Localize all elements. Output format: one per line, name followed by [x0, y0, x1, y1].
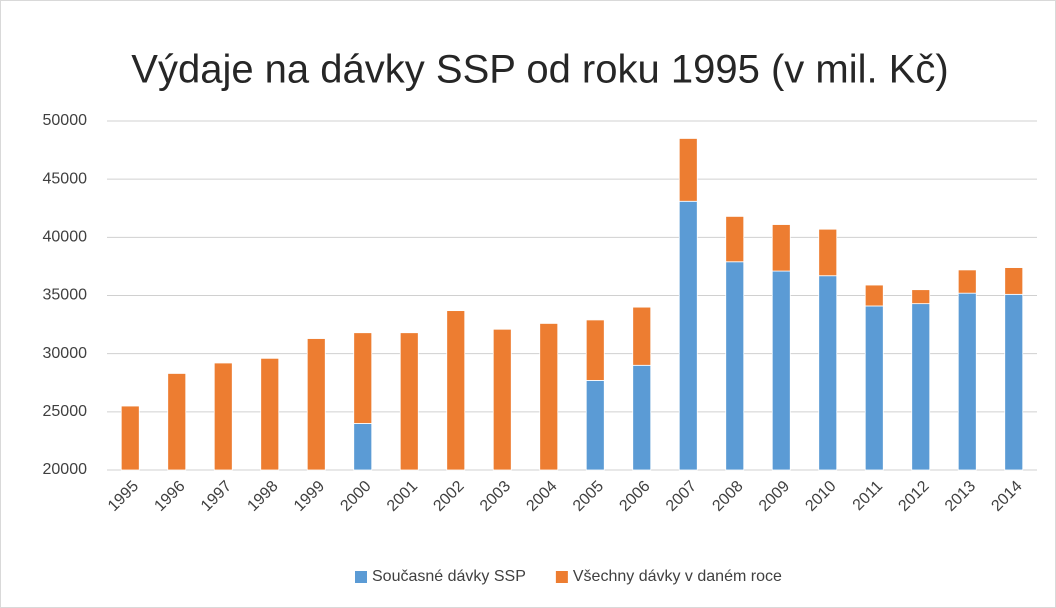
- y-tick-label: 40000: [43, 229, 88, 246]
- bar-segment: [771, 270, 791, 471]
- bar-segment: [725, 215, 745, 263]
- y-tick-label: 35000: [43, 287, 88, 304]
- bar-segment: [492, 328, 512, 471]
- bar-segment: [213, 362, 233, 471]
- bar-segment: [911, 303, 931, 471]
- bar-segment: [818, 228, 838, 277]
- bar-segment: [446, 310, 466, 471]
- legend-label: Všechny dávky v daném roce: [573, 568, 782, 585]
- bar-segment: [1004, 293, 1024, 471]
- bar-segment: [957, 292, 977, 471]
- bar-segment: [120, 405, 140, 471]
- bar-segment: [632, 364, 652, 471]
- bar-segment: [957, 269, 977, 294]
- y-tick-label: 25000: [43, 403, 88, 420]
- bar-segment: [911, 289, 931, 305]
- bar-segment: [771, 224, 791, 272]
- bar-segment: [864, 305, 884, 471]
- chart-title: Výdaje na dávky SSP od roku 1995 (v mil.…: [131, 48, 948, 92]
- bar-segment: [632, 306, 652, 366]
- bar-segment: [1004, 267, 1024, 295]
- bar-segment: [260, 357, 280, 471]
- bar-segment: [864, 284, 884, 307]
- bar-segment: [725, 261, 745, 471]
- bar-segment: [353, 423, 373, 471]
- bar-segment: [818, 275, 838, 471]
- bar-segment: [306, 338, 326, 471]
- bar-segment: [585, 319, 605, 381]
- legend-swatch: [555, 571, 568, 583]
- legend-swatch: [355, 571, 367, 583]
- y-tick-label: 20000: [43, 461, 88, 478]
- bar-segment: [399, 332, 419, 471]
- y-tick-label: 50000: [43, 112, 88, 129]
- legend-label: Současné dávky SSP: [372, 568, 526, 585]
- y-tick-label: 30000: [43, 345, 88, 362]
- bar-segment: [678, 200, 698, 471]
- bar-segment: [678, 138, 698, 202]
- bar-segment: [585, 380, 605, 471]
- bar-segment: [353, 332, 373, 424]
- bar-segment: [167, 373, 187, 471]
- bar-segment: [539, 323, 559, 471]
- y-tick-label: 45000: [43, 170, 88, 187]
